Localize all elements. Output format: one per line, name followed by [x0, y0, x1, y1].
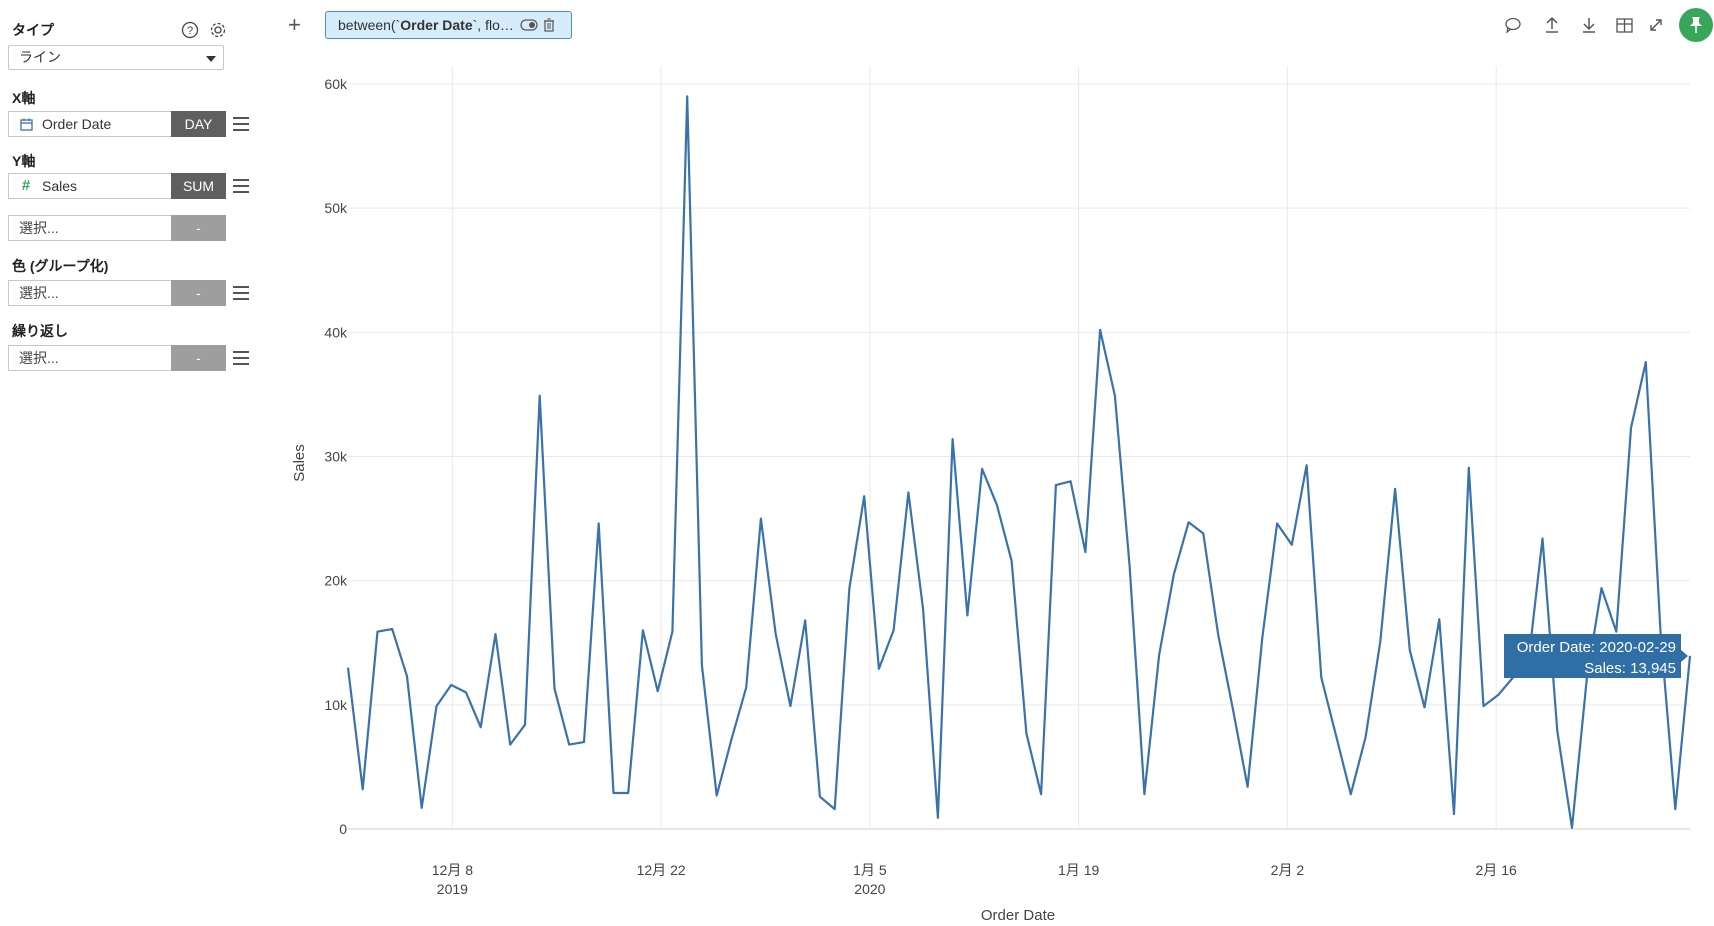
y-tick-label: 0	[339, 821, 347, 837]
repeat-label: 繰り返し	[12, 323, 68, 339]
upload-icon[interactable]	[1541, 14, 1563, 36]
x-axis-menu-icon[interactable]	[233, 117, 249, 131]
y-tick-label: 50k	[324, 200, 348, 216]
color-field-label[interactable]: 選択...	[8, 280, 171, 306]
chevron-down-icon	[206, 56, 216, 62]
repeat-aggregation-button[interactable]: -	[171, 345, 226, 371]
x-axis-field[interactable]: Order Date DAY	[8, 111, 226, 137]
help-icon[interactable]: ?	[180, 20, 200, 40]
y-axis-field-name[interactable]: # Sales	[8, 173, 171, 199]
y-tick-label: 30k	[324, 449, 348, 465]
chart-type-select[interactable]: ライン	[8, 45, 224, 70]
download-icon[interactable]	[1578, 14, 1600, 36]
chart-config-sidebar: タイプ ? ライン X軸 Order Date DAY Y軸 # Sales S…	[0, 0, 262, 926]
y-axis-field[interactable]: # Sales SUM	[8, 173, 226, 199]
y-tick-label: 20k	[324, 573, 348, 589]
toggle-icon[interactable]	[520, 19, 538, 31]
color-aggregation-button[interactable]: -	[171, 280, 226, 306]
repeat-field[interactable]: 選択... -	[8, 345, 226, 371]
calendar-icon	[19, 118, 33, 131]
x-tick-label: 2月 2	[1271, 862, 1305, 878]
x-tick-label: 1月 19	[1058, 862, 1099, 878]
color-group-label: 色 (グループ化)	[12, 258, 109, 274]
color-menu-icon[interactable]	[233, 286, 249, 300]
expand-icon[interactable]	[1645, 14, 1667, 36]
x-field-label: Order Date	[42, 116, 112, 132]
y2-aggregation-button[interactable]: -	[171, 215, 226, 241]
y2-field-label[interactable]: 選択...	[8, 215, 171, 241]
y-axis-label: Y軸	[12, 153, 36, 169]
x-tick-year-label: 2019	[437, 881, 468, 897]
y-field-label: Sales	[42, 178, 78, 194]
x-tick-label: 12月 22	[637, 862, 686, 878]
y-axis-menu-icon[interactable]	[233, 179, 249, 193]
add-filter-button[interactable]: +	[288, 12, 301, 37]
hover-tooltip: Order Date: 2020-02-29 Sales: 13,945	[1504, 634, 1688, 678]
hash-icon: #	[21, 177, 31, 194]
gear-icon[interactable]	[208, 20, 228, 40]
filter-expression: between(`Order Date`, flo…	[338, 17, 514, 33]
svg-text:?: ?	[187, 25, 193, 37]
repeat-field-label[interactable]: 選択...	[8, 345, 171, 371]
y-tick-label: 10k	[324, 697, 348, 713]
x-aggregation-button[interactable]: DAY	[171, 111, 226, 137]
x-tick-label: 2月 16	[1476, 862, 1517, 878]
tooltip-sales: Sales: 13,945	[1584, 660, 1676, 677]
chart-type-value: ライン	[19, 49, 61, 65]
y-tick-label: 40k	[324, 324, 348, 340]
y-axis-title: Sales	[291, 444, 308, 482]
type-label: タイプ	[12, 22, 54, 38]
series-line-sales	[346, 95, 1692, 829]
x-tick-year-label: 2020	[854, 881, 885, 897]
repeat-menu-icon[interactable]	[233, 351, 249, 365]
table-icon[interactable]	[1613, 14, 1635, 36]
y-tick-label: 60k	[324, 76, 348, 92]
x-axis-label: X軸	[12, 90, 36, 106]
comment-icon[interactable]	[1502, 14, 1524, 36]
filter-chip[interactable]: between(`Order Date`, flo…	[325, 11, 572, 39]
trash-icon[interactable]	[543, 18, 555, 32]
color-field[interactable]: 選択... -	[8, 280, 226, 306]
y2-axis-field[interactable]: 選択... -	[8, 215, 226, 241]
x-tick-label: 12月 8	[432, 862, 473, 878]
x-axis-field-name[interactable]: Order Date	[8, 111, 171, 137]
tooltip-order-date: Order Date: 2020-02-29	[1517, 639, 1676, 656]
x-tick-label: 1月 5	[853, 862, 887, 878]
pin-icon[interactable]	[1679, 8, 1713, 42]
x-axis-title: Order Date	[981, 907, 1055, 924]
y-aggregation-button[interactable]: SUM	[171, 173, 226, 199]
